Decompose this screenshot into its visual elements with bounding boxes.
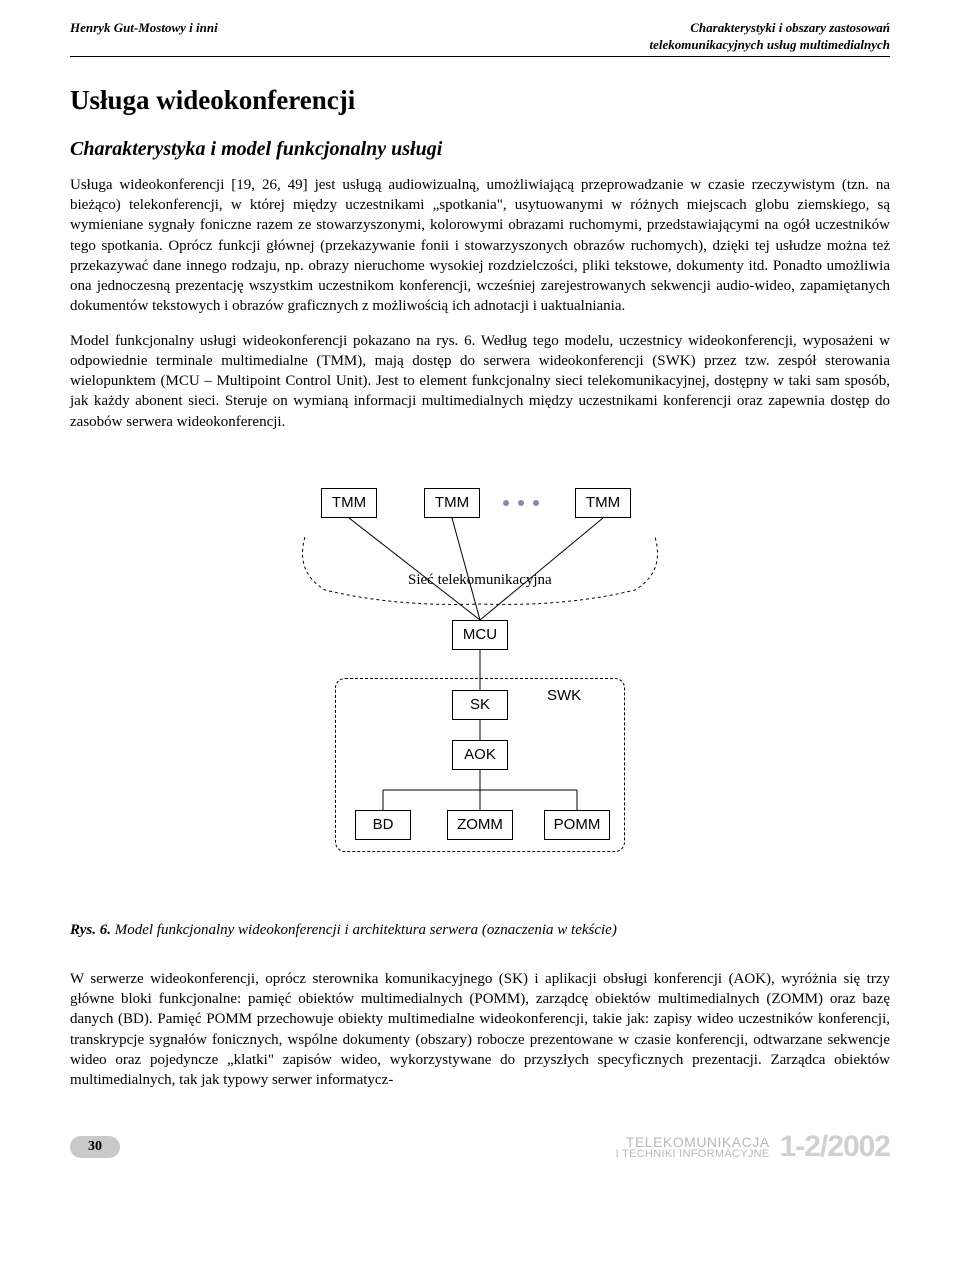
ellipsis-dots — [503, 500, 539, 506]
issue-number: 1-2/2002 — [780, 1130, 890, 1164]
figure-caption: Rys. 6. Model funkcjonalny wideokonferen… — [70, 922, 890, 939]
paragraph-1: Usługa wideokonferencji [19, 26, 49] jes… — [70, 175, 890, 317]
page-number: 30 — [70, 1136, 120, 1158]
node-pomm: POMM — [544, 810, 610, 840]
section-title: Usługa wideokonferencji — [70, 85, 890, 116]
diagram-figure-6: TMM TMM TMM Sieć telekomunikacyjna MCU S… — [265, 482, 695, 882]
paragraph-2: Model funkcjonalny usługi wideokonferenc… — [70, 331, 890, 432]
footer-right: TELEKOMUNIKACJA I TECHNIKI INFORMACYJNE … — [616, 1130, 890, 1164]
caption-label: Rys. 6. — [70, 922, 111, 938]
header-title: Charakterystyki i obszary zastosowań tel… — [649, 20, 890, 54]
node-mcu: MCU — [452, 620, 508, 650]
journal-line1: TELEKOMUNIKACJA — [616, 1135, 770, 1149]
header-author: Henryk Gut-Mostowy i inni — [70, 20, 218, 36]
dot-icon — [533, 500, 539, 506]
page-header: Henryk Gut-Mostowy i inni Charakterystyk… — [70, 20, 890, 57]
paragraph-3: W serwerze wideokonferencji, oprócz ster… — [70, 969, 890, 1091]
network-label: Sieć telekomunikacyjna — [408, 572, 552, 589]
node-tmm-3: TMM — [575, 488, 631, 518]
node-tmm-2: TMM — [424, 488, 480, 518]
node-tmm-1: TMM — [321, 488, 377, 518]
journal-name: TELEKOMUNIKACJA I TECHNIKI INFORMACYJNE — [616, 1135, 770, 1160]
dot-icon — [503, 500, 509, 506]
swk-label: SWK — [547, 687, 581, 704]
header-right-line2: telekomunikacyjnych usług multimedialnyc… — [649, 37, 890, 54]
journal-line2: I TECHNIKI INFORMACYJNE — [616, 1149, 770, 1160]
header-right-line1: Charakterystyki i obszary zastosowań — [649, 20, 890, 37]
node-aok: AOK — [452, 740, 508, 770]
dot-icon — [518, 500, 524, 506]
node-sk: SK — [452, 690, 508, 720]
caption-text: Model funkcjonalny wideokonferencji i ar… — [115, 922, 617, 938]
node-zomm: ZOMM — [447, 810, 513, 840]
node-bd: BD — [355, 810, 411, 840]
page-footer: 30 TELEKOMUNIKACJA I TECHNIKI INFORMACYJ… — [70, 1130, 890, 1164]
section-subtitle: Charakterystyka i model funkcjonalny usł… — [70, 138, 890, 161]
